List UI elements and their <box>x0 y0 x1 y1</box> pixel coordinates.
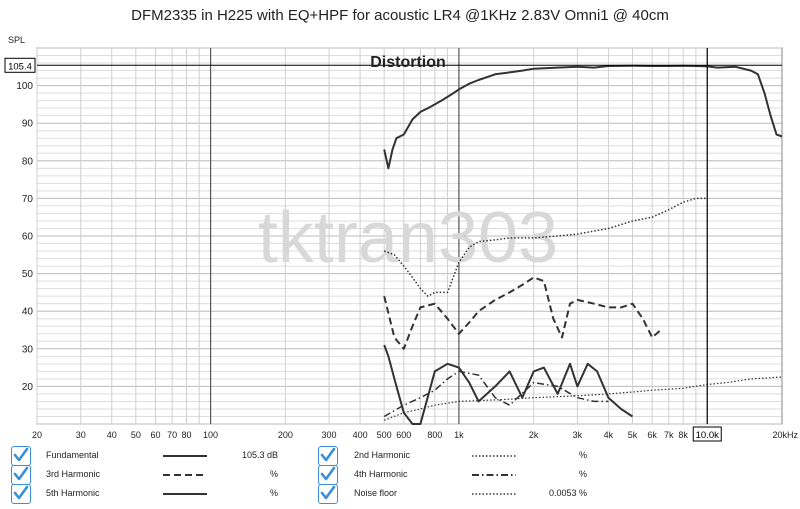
check-icon <box>320 447 336 462</box>
x-tick-label: 200 <box>278 430 293 440</box>
x-tick-label: 800 <box>427 430 442 440</box>
y-tick-label: 80 <box>22 156 34 167</box>
x-tick-label: 20kHz <box>772 430 798 440</box>
series-line-5th-harmonic <box>383 344 634 425</box>
series-line-fundamental <box>383 64 783 170</box>
legend-swatch-3rd-harmonic <box>163 474 207 476</box>
x-tick-label: 4k <box>604 430 614 440</box>
watermark: tktran303 <box>258 198 558 278</box>
legend-value-5th-harmonic: % <box>269 488 278 498</box>
y-tick-label: 70 <box>22 194 34 205</box>
y-tick-label: 50 <box>22 269 34 280</box>
x-tick-label: 50 <box>131 430 141 440</box>
legend-label-4th-harmonic: 4th Harmonic <box>354 469 408 479</box>
legend-swatch-fundamental <box>163 455 207 457</box>
series-line-noise-floor <box>383 376 783 421</box>
legend-checkbox-3rd-harmonic[interactable] <box>11 465 31 485</box>
x-tick-label: 500 <box>377 430 392 440</box>
legend-value-fundamental: 105.3 dB <box>241 450 278 460</box>
x-tick-label: 5k <box>628 430 638 440</box>
check-icon <box>320 485 336 500</box>
x-tick-label: 3k <box>573 430 583 440</box>
y-tick-label: 20 <box>22 382 34 393</box>
y-axis-label: SPL <box>8 35 25 45</box>
check-icon <box>13 466 29 481</box>
legend-checkbox-4th-harmonic[interactable] <box>318 465 338 485</box>
legend-swatch-4th-harmonic <box>472 474 516 476</box>
legend-checkbox-2nd-harmonic[interactable] <box>318 446 338 466</box>
x-tick-label: 6k <box>647 430 657 440</box>
y-tick-label: 100 <box>16 81 33 92</box>
legend-checkbox-noise-floor[interactable] <box>318 484 338 504</box>
x-tick-label: 8k <box>678 430 688 440</box>
legend-swatch-5th-harmonic <box>163 493 207 495</box>
x-tick-label: 80 <box>182 430 192 440</box>
legend-label-2nd-harmonic: 2nd Harmonic <box>354 450 411 460</box>
y-tick-label: 40 <box>22 307 34 318</box>
legend-value-2nd-harmonic: % <box>578 450 587 460</box>
x-tick-label: 600 <box>396 430 411 440</box>
x-tick-label: 2k <box>529 430 539 440</box>
legend-label-5th-harmonic: 5th Harmonic <box>46 488 100 498</box>
legend-value-4th-harmonic: % <box>578 469 587 479</box>
legend-checkbox-5th-harmonic[interactable] <box>11 484 31 504</box>
x-tick-label: 300 <box>322 430 337 440</box>
legend-value-noise-floor: 0.0053 % <box>548 488 587 498</box>
legend-checkbox-fundamental[interactable] <box>11 446 31 466</box>
cursor-x-label: 10.0k <box>696 430 719 441</box>
legend-label-fundamental: Fundamental <box>46 450 99 460</box>
series-line-3rd-harmonic <box>383 276 662 350</box>
x-tick-label: 400 <box>353 430 368 440</box>
x-tick-label: 60 <box>150 430 160 440</box>
cursor-y-label: 105.4 <box>8 61 32 72</box>
legend-swatch-noise-floor <box>472 493 516 495</box>
cursor-x-box <box>692 426 722 442</box>
check-icon <box>13 447 29 462</box>
x-tick-label: 20 <box>32 430 42 440</box>
x-tick-label: 1k <box>454 430 464 440</box>
x-tick-label: 40 <box>107 430 117 440</box>
x-tick-label: 100 <box>203 430 218 440</box>
x-tick-label: 7k <box>664 430 674 440</box>
legend-value-3rd-harmonic: % <box>269 469 278 479</box>
cursor-y-box <box>4 57 36 73</box>
y-tick-label: 90 <box>22 119 34 130</box>
legend-label-3rd-harmonic: 3rd Harmonic <box>46 469 101 479</box>
x-tick-label: 70 <box>167 430 177 440</box>
legend-label-noise-floor: Noise floor <box>354 488 398 498</box>
distortion-annotation: Distortion <box>370 54 446 71</box>
legend-swatch-2nd-harmonic <box>472 455 516 457</box>
y-tick-label: 30 <box>22 344 34 355</box>
chart-title: DFM2335 in H225 with EQ+HPF for acoustic… <box>131 7 669 24</box>
check-icon <box>320 466 336 481</box>
check-icon <box>13 485 29 500</box>
y-tick-label: 60 <box>22 232 34 243</box>
x-tick-label: 30 <box>76 430 86 440</box>
